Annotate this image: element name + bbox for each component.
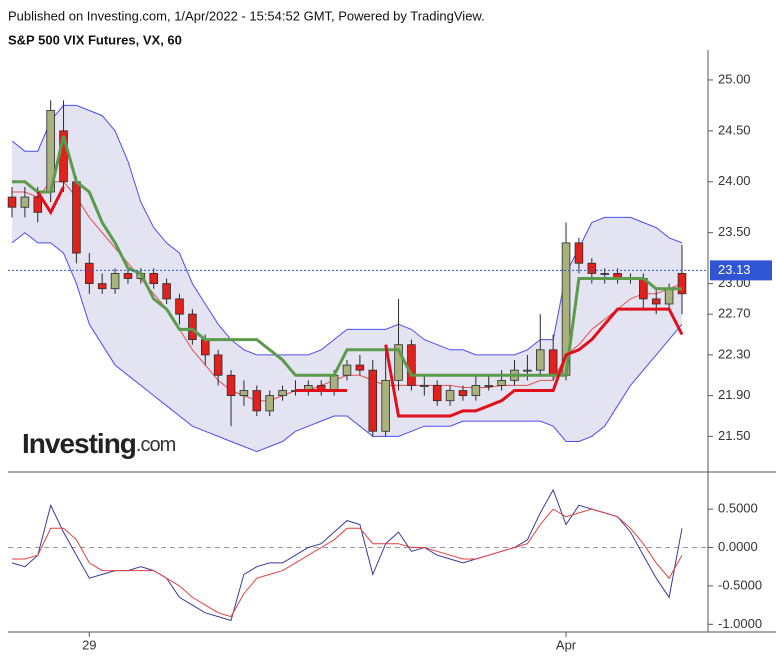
candle-body (523, 369, 532, 372)
y-tick-label: 24.50 (718, 122, 751, 137)
x-tick-label: 29 (82, 637, 96, 652)
candle-body (445, 390, 455, 402)
y-tick-label: 21.50 (718, 428, 751, 443)
candle-body (677, 273, 687, 295)
candle-body (432, 385, 442, 402)
y-tick-label: 24.00 (718, 173, 751, 188)
candle-body (213, 354, 223, 376)
candle-body (355, 364, 365, 371)
candle-body (458, 390, 468, 397)
y-tick-label: 22.30 (718, 346, 751, 361)
y2-tick-label: -0.5000 (718, 577, 762, 592)
candle-body (226, 374, 236, 397)
candle-body (175, 298, 184, 315)
y-tick-label: 25.00 (718, 71, 751, 86)
candle-body (149, 273, 158, 285)
logo-name: Investing (22, 428, 136, 459)
oscillator-line (11, 488, 683, 622)
candle-body (278, 390, 287, 397)
candle-body (497, 379, 506, 386)
stop-green (12, 135, 682, 377)
candle-body (20, 196, 30, 208)
header: Published on Investing.com, 1/Apr/2022 -… (8, 8, 485, 23)
y2-tick-label: 0.5000 (718, 501, 758, 516)
candle-body (97, 283, 107, 290)
candle-body (33, 196, 43, 213)
candle-body (123, 273, 133, 279)
candle-body (381, 379, 390, 432)
candle-body (201, 339, 210, 356)
candle-body (600, 273, 609, 275)
band-lower (11, 232, 683, 453)
y-tick-label: 22.70 (718, 306, 751, 321)
chart-title: S&P 500 VIX Futures, VX, 60 (8, 32, 182, 47)
candle-body (407, 344, 416, 386)
candle-body (484, 385, 493, 387)
candle-body (7, 196, 17, 208)
candle-body (574, 242, 584, 264)
candle-body (587, 262, 597, 274)
candle-body (85, 262, 94, 285)
y2-tick-label: -1.0000 (718, 616, 762, 631)
candle-body (471, 385, 481, 397)
candle-body (72, 181, 81, 254)
logo: Investing.com (22, 428, 176, 459)
last-price-box (710, 260, 772, 281)
candle-body (651, 298, 661, 305)
last-price-label: 23.13 (718, 262, 751, 277)
y2-tick-label: 0.0000 (718, 539, 758, 554)
candle-body (329, 374, 339, 391)
x-tick-label: Apr (556, 637, 577, 652)
candle-body (188, 313, 197, 341)
candle-body (664, 288, 674, 305)
candle-body (162, 283, 171, 300)
y-tick-label: 23.50 (718, 224, 751, 239)
candle-body (265, 395, 274, 412)
candle-body (420, 385, 429, 387)
candle-body (368, 369, 378, 432)
candle-body (342, 364, 352, 376)
candle-body (536, 349, 545, 371)
oscillator-line (12, 508, 683, 618)
stop-red (36, 186, 684, 418)
candle-body (548, 349, 558, 376)
candle-body (239, 390, 249, 397)
candle-body (394, 344, 403, 381)
candle-body (110, 273, 120, 290)
candle-body (252, 390, 262, 412)
y-tick-label: 21.90 (718, 387, 751, 402)
logo-suffix: .com (136, 434, 176, 456)
